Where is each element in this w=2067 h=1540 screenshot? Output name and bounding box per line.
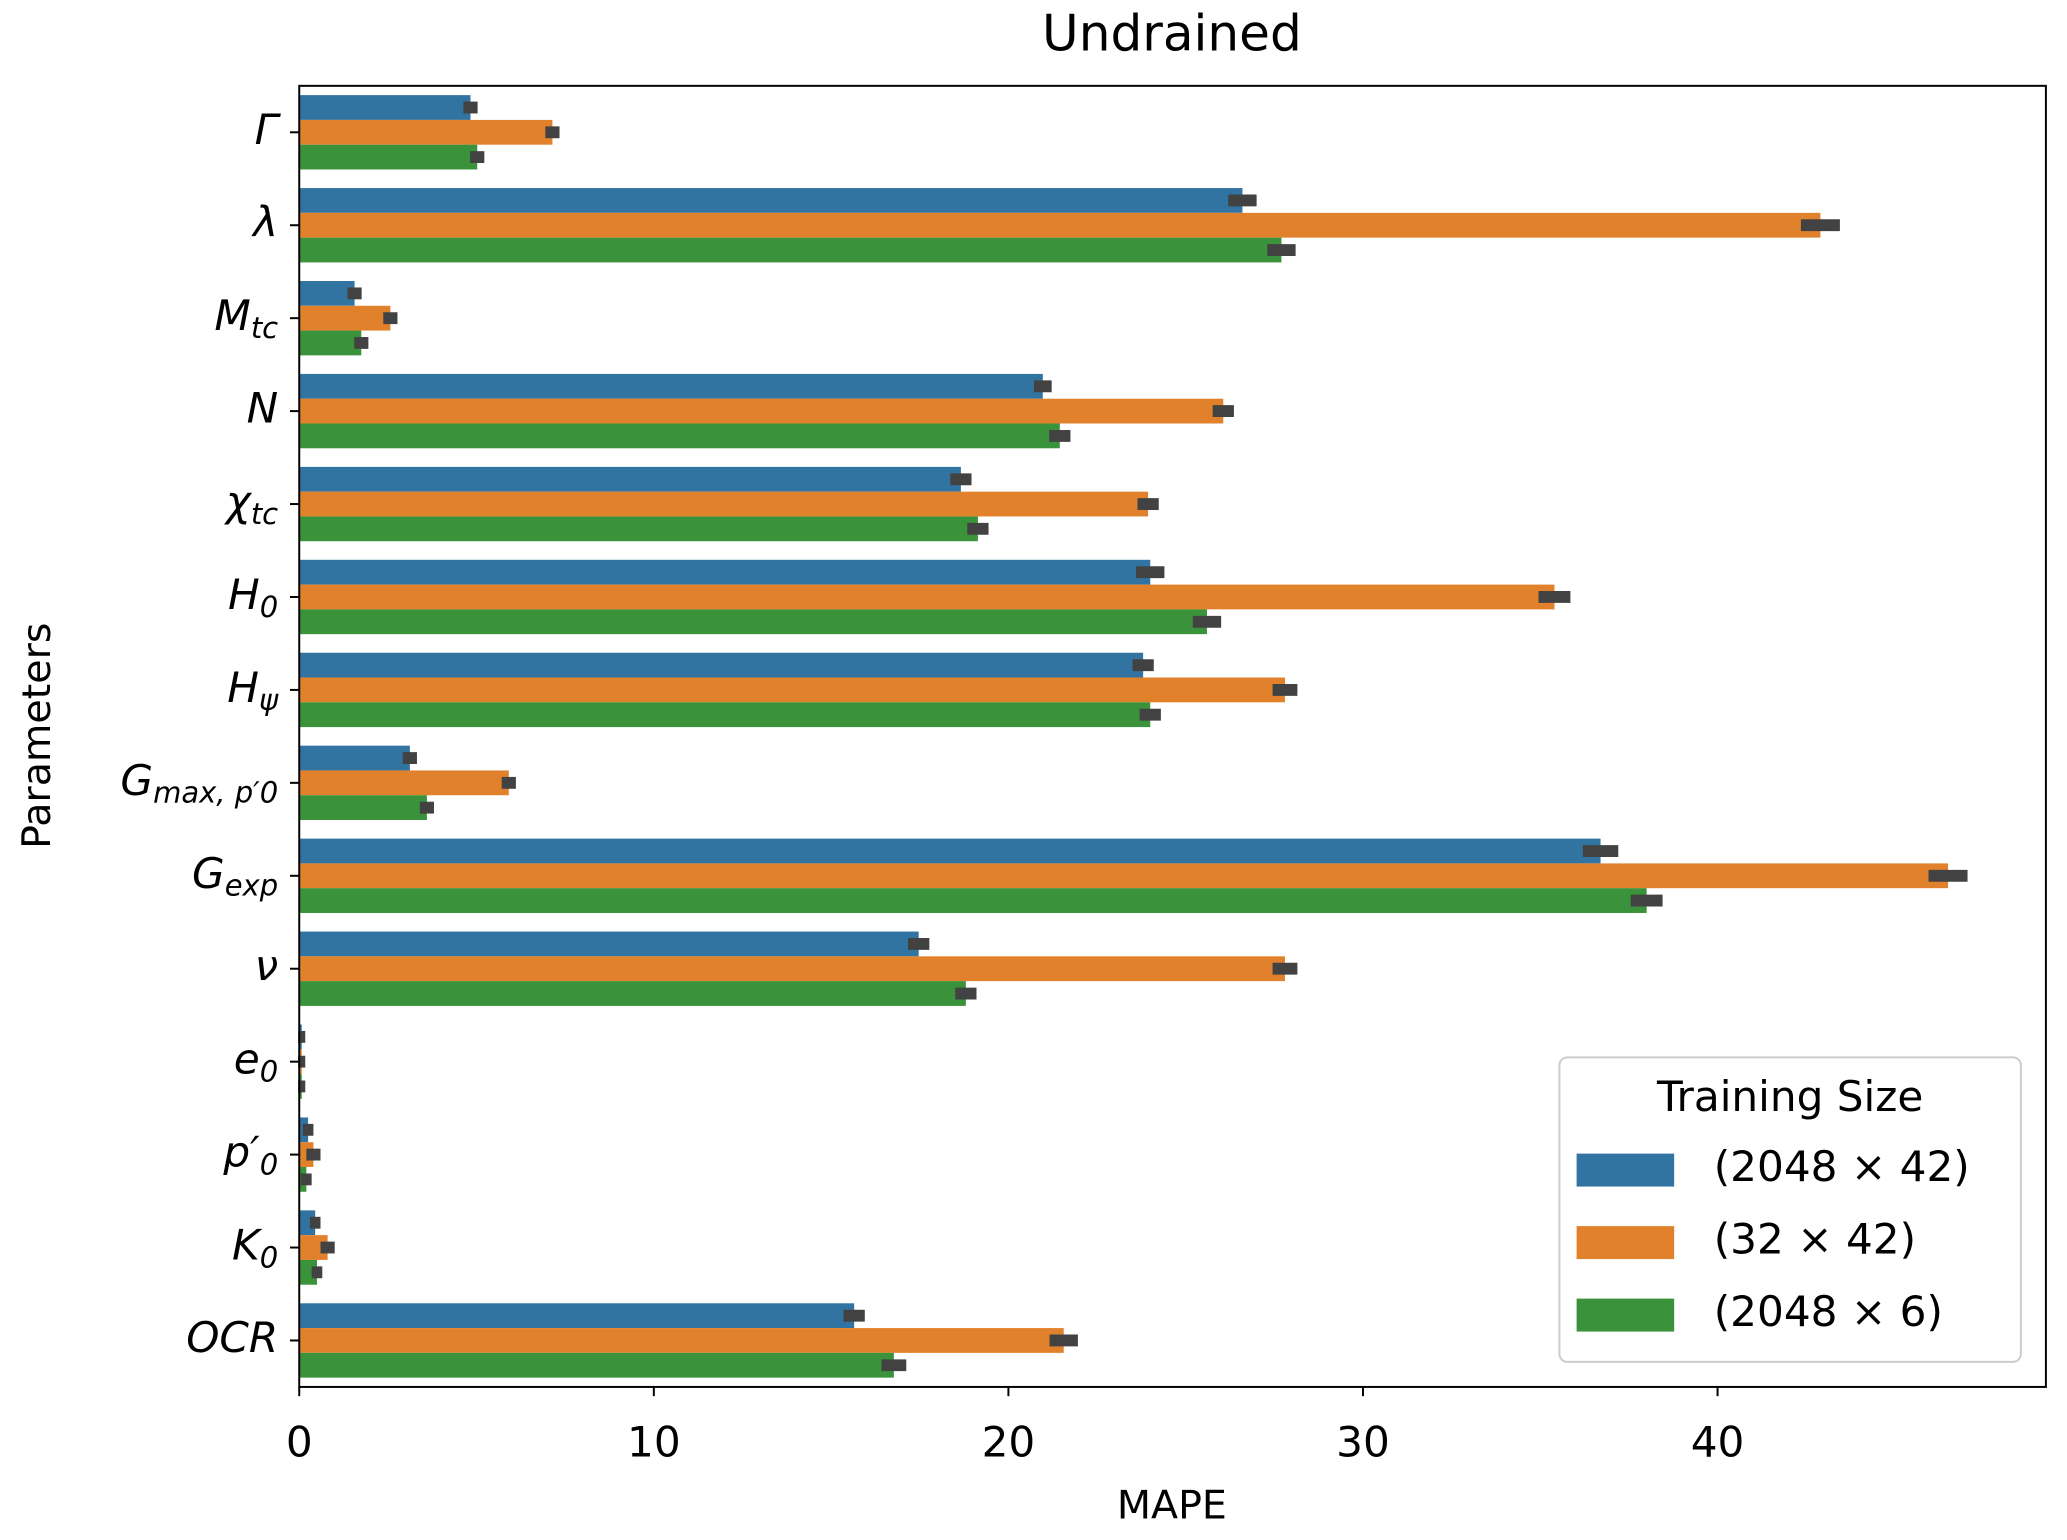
y-tick-label: N — [247, 384, 279, 433]
chart-title: Undrained — [1042, 5, 1302, 63]
bar — [299, 559, 1151, 585]
y-tick-label: Γ — [255, 105, 282, 154]
bar — [299, 491, 1149, 517]
bar — [299, 95, 471, 120]
bar — [299, 1210, 316, 1236]
bar — [299, 423, 1060, 449]
bar — [299, 398, 1224, 424]
y-tick-label: λ — [251, 198, 278, 247]
y-tick-label: Mtc — [214, 291, 278, 345]
bar — [299, 1259, 317, 1285]
y-tick-label: OCR — [186, 1313, 278, 1362]
bar — [299, 888, 1647, 913]
bar — [299, 652, 1144, 678]
bar — [299, 745, 410, 771]
bar — [299, 1328, 1064, 1353]
y-axis-label: Parameters — [14, 623, 60, 849]
legend-box — [1558, 1056, 2022, 1363]
bar — [299, 584, 1555, 610]
x-tick-label: 30 — [1336, 1417, 1390, 1466]
x-axis-label: MAPE — [1117, 1483, 1227, 1529]
bar — [299, 212, 1821, 238]
y-tick-label: e0 — [234, 1034, 278, 1088]
bar — [299, 466, 961, 492]
y-tick-label: p′0 — [222, 1127, 278, 1181]
bar — [299, 931, 919, 957]
bar — [299, 1352, 894, 1378]
bar — [299, 305, 391, 331]
x-tick-label: 10 — [627, 1417, 681, 1466]
y-tick-label: Gmax, p′0 — [120, 755, 278, 809]
bar — [299, 956, 1285, 982]
y-tick-label: χtc — [224, 477, 278, 531]
y-tick-label: ν — [255, 941, 279, 990]
y-tick-label: H0 — [228, 569, 278, 623]
y-tick-label: K0 — [232, 1220, 278, 1274]
bar — [299, 677, 1285, 703]
bar — [299, 280, 355, 306]
bar — [299, 516, 978, 542]
bar — [299, 119, 553, 145]
y-tick-label: Hψ — [227, 662, 279, 716]
y-tick-label: Gexp — [192, 848, 278, 902]
legend-label: (32 × 42) — [1714, 1214, 1916, 1263]
x-tick-label: 40 — [1691, 1417, 1745, 1466]
bar — [299, 838, 1601, 864]
bar — [299, 237, 1282, 263]
x-tick-label: 0 — [286, 1417, 313, 1466]
bar — [299, 609, 1207, 635]
bar — [299, 188, 1243, 213]
x-tick-label: 20 — [982, 1417, 1036, 1466]
legend-title: Training Size — [1656, 1072, 1923, 1121]
bar — [299, 330, 362, 356]
legend-swatch — [1576, 1226, 1675, 1260]
bar — [299, 981, 966, 1006]
legend-swatch — [1576, 1298, 1675, 1332]
legend-label: (2048 × 6) — [1714, 1287, 1943, 1336]
bar — [299, 373, 1043, 399]
bar — [299, 144, 478, 170]
legend-label: (2048 × 42) — [1714, 1142, 1970, 1191]
bar — [299, 1303, 855, 1329]
bar — [299, 795, 427, 821]
legend-swatch — [1576, 1153, 1675, 1187]
plot-frame — [298, 84, 2047, 1388]
bar — [299, 863, 1949, 889]
bar — [299, 702, 1151, 728]
bar — [299, 770, 509, 796]
